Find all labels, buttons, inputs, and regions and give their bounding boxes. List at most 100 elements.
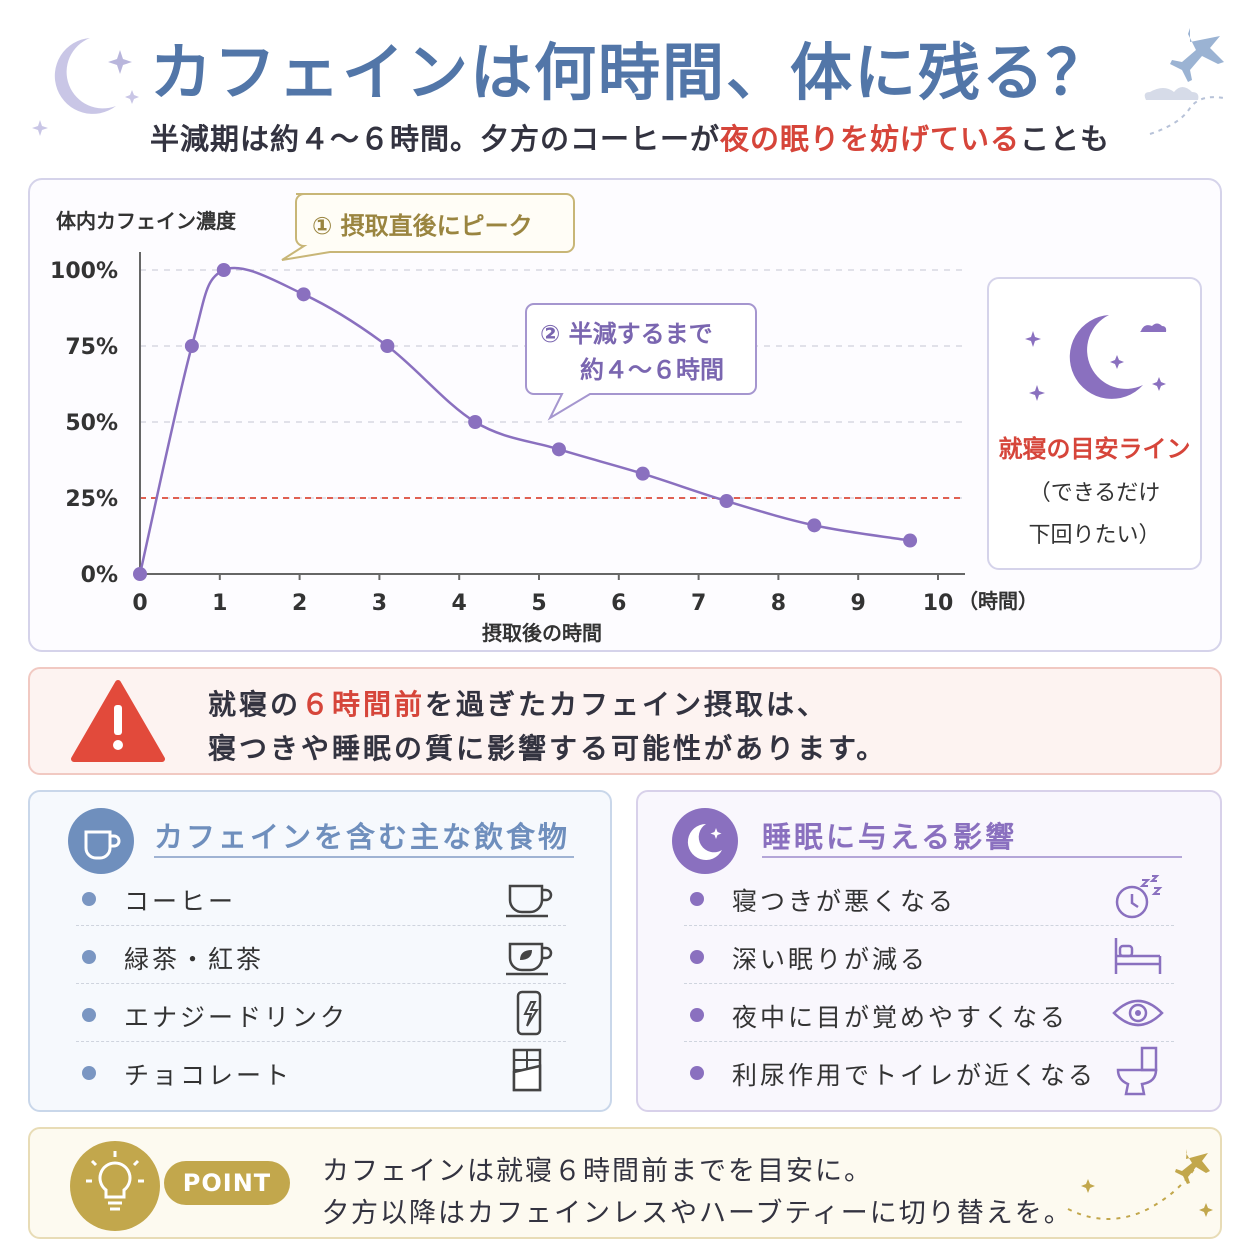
x-tick-label: 9: [851, 591, 866, 616]
bed-icon: [1114, 938, 1162, 974]
warning-text: 就寝の: [208, 688, 302, 721]
bedtime-note: （できるだけ: [1028, 481, 1161, 506]
y-tick-label: 50%: [65, 411, 118, 436]
list-item: 利尿作用でトイレが近くなる: [684, 1042, 1174, 1100]
point-line-1: カフェインは就寝６時間前までを目安に。: [322, 1156, 873, 1187]
toilet-icon: [1116, 1046, 1158, 1096]
subtitle-text-end: ことも: [1020, 122, 1111, 156]
airplane-icon: [1067, 1149, 1213, 1220]
list-item: エナジードリンク: [76, 984, 566, 1042]
chart-panel: 0% 25% 50% 75% 100% 0 1 2 3 4 5 6 7 8 9 10 体内カフェイン濃度 摂取…: [28, 178, 1222, 652]
data-point: [551, 442, 566, 457]
data-point: [468, 415, 483, 429]
subtitle-highlight: 夜の眠りを妨げている: [719, 122, 1020, 156]
moon-badge-icon: [672, 808, 738, 874]
list-item-label: エナジードリンク: [124, 1003, 349, 1032]
y-axis-label: 体内カフェイン濃度: [56, 209, 237, 233]
list-item: チョコレート: [76, 1042, 566, 1100]
foods-title-underline: [154, 856, 574, 858]
page-subtitle: 半減期は約４～６時間。夕方のコーヒーが夜の眠りを妨げていることも: [40, 116, 1220, 158]
x-axis-unit: （時間）: [958, 589, 1038, 613]
list-item: 寝つきが悪くなる: [684, 868, 1174, 926]
peak-callout-text: ① 摂取直後にピーク: [312, 212, 533, 240]
bedtime-note-2: 下回りたい）: [1028, 523, 1161, 548]
list-item: 緑茶・紅茶: [76, 926, 566, 984]
warning-text-end: を過ぎたカフェイン摂取は、: [425, 688, 829, 721]
page-title: カフェインは何時間、体に残る？: [150, 36, 1111, 109]
tea-cup-icon: [506, 942, 553, 976]
data-point: [296, 287, 311, 302]
list-item-label: チョコレート: [124, 1061, 293, 1090]
y-tick-label: 0%: [81, 563, 118, 588]
foods-panel-title: カフェインを含む主な飲食物: [154, 820, 571, 854]
x-tick-label: 7: [691, 591, 706, 616]
data-point: [635, 466, 650, 481]
y-tick-label: 100%: [50, 259, 118, 284]
sleep-effects-panel: 睡眠に与える影響 寝つきが悪くなる 深い眠りが減る 夜中に目が覚めやすくなる 利…: [636, 790, 1222, 1112]
warning-highlight: ６時間前: [301, 688, 426, 721]
list-item: 深い眠りが減る: [684, 926, 1174, 984]
clock-zzz-icon: [1115, 875, 1163, 919]
point-box: POINT カフェインは就寝６時間前までを目安に。 夕方以降はカフェインレスやハ…: [28, 1127, 1222, 1239]
chart-series: [133, 263, 918, 581]
chocolate-bar-icon: [512, 1048, 542, 1092]
bedtime-title: 就寝の目安ライン: [998, 435, 1191, 463]
peak-callout: ① 摂取直後にピーク: [281, 193, 575, 261]
data-point: [719, 494, 734, 509]
x-axis-label: 摂取後の時間: [482, 621, 602, 645]
chart-axes: 0% 25% 50% 75% 100% 0 1 2 3 4 5 6 7 8 9 10: [50, 252, 965, 616]
data-point: [903, 533, 918, 548]
x-tick-label: 8: [771, 591, 786, 616]
point-badge: POINT: [164, 1161, 290, 1205]
subtitle-text: 半減期は約４～６時間。夕方のコーヒーが: [149, 122, 720, 156]
data-point: [216, 263, 231, 277]
list-item-label: 緑茶・紅茶: [124, 945, 265, 974]
bullet: [690, 892, 704, 906]
caffeine-line-chart: 0% 25% 50% 75% 100% 0 1 2 3 4 5 6 7 8 9 10 体内カフェイン濃度 摂取…: [50, 193, 1038, 645]
lightbulb-icon: [70, 1141, 160, 1231]
x-tick-label: 5: [531, 591, 546, 616]
x-tick-label: 2: [292, 591, 307, 616]
list-item-label: 寝つきが悪くなる: [732, 887, 957, 916]
warning-triangle-icon: [71, 680, 165, 762]
caffeine-foods-panel: カフェインを含む主な飲食物 コーヒー 緑茶・紅茶 エナジードリンク チョコレート: [28, 790, 612, 1112]
moon-stars-decoration-icon: [32, 38, 139, 136]
energy-drink-can-icon: [516, 990, 542, 1036]
sleep-title-underline: [762, 856, 1182, 858]
warning-box: 就寝の６時間前を過ぎたカフェイン摂取は、 寝つきや睡眠の質に影響する可能性があり…: [28, 667, 1222, 775]
list-item: 夜中に目が覚めやすくなる: [684, 984, 1174, 1042]
series-line: [138, 266, 911, 575]
x-tick-label: 3: [372, 591, 387, 616]
bullet: [82, 892, 96, 906]
bullet: [82, 950, 96, 964]
list-item-label: 夜中に目が覚めやすくなる: [732, 1003, 1069, 1032]
data-point: [380, 339, 395, 353]
list-item-label: 深い眠りが減る: [732, 945, 929, 974]
list-item-label: コーヒー: [124, 887, 237, 916]
y-tick-label: 75%: [65, 335, 118, 360]
data-point: [807, 518, 822, 533]
airplane-decoration-icon: [1144, 28, 1225, 135]
bullet: [82, 1066, 96, 1080]
chart-grid: [140, 269, 965, 499]
data-point: [133, 567, 147, 581]
data-point: [184, 339, 199, 353]
half-life-callout-line1: ② 半減するまで: [540, 320, 713, 348]
list-item: コーヒー: [76, 868, 566, 926]
bullet: [690, 1008, 704, 1022]
x-tick-label: 10: [923, 591, 954, 616]
half-life-callout: ② 半減するまで 約４～６時間: [525, 303, 757, 421]
x-tick-label: 6: [611, 591, 626, 616]
warning-line-1: 就寝の６時間前を過ぎたカフェイン摂取は、: [208, 683, 828, 723]
moon-icon: [1025, 315, 1167, 401]
eye-icon: [1112, 999, 1164, 1027]
point-line-2: 夕方以降はカフェインレスやハーブティーに切り替えを。: [322, 1198, 1073, 1229]
warning-line-2: 寝つきや睡眠の質に影響する可能性があります。: [208, 732, 888, 765]
bedtime-line-card: 就寝の目安ライン （できるだけ 下回りたい）: [987, 277, 1202, 570]
x-tick-label: 0: [132, 591, 147, 616]
bullet: [82, 1008, 96, 1022]
list-item-label: 利尿作用でトイレが近くなる: [732, 1061, 1097, 1090]
sleep-panel-title: 睡眠に与える影響: [762, 820, 1018, 854]
half-life-callout-line2: 約４～６時間: [580, 356, 724, 384]
bullet: [690, 1066, 704, 1080]
